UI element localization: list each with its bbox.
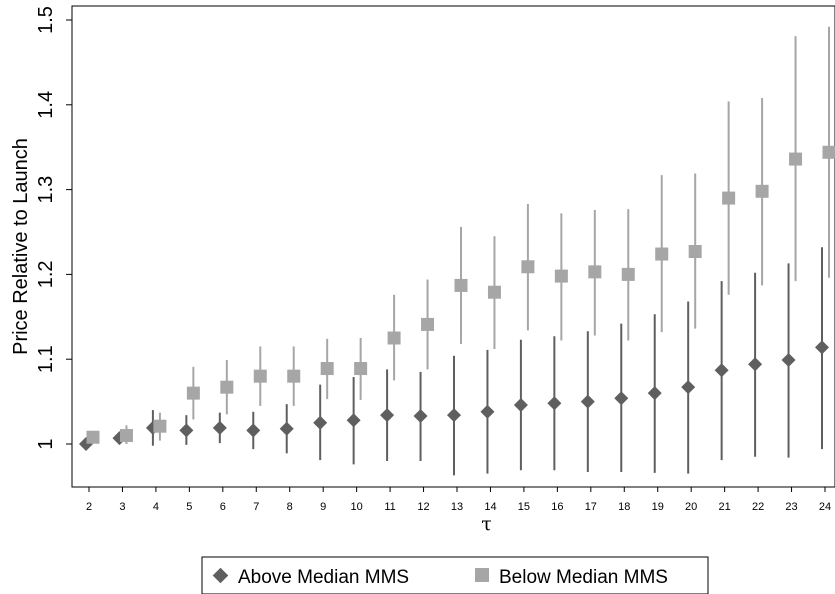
plot-frame [71, 5, 835, 488]
x-tick-label: 15 [518, 501, 530, 513]
y-tick-label: 1.5 [35, 6, 57, 34]
y-tick-label: 1.3 [35, 176, 57, 204]
y-tick-label: 1.4 [35, 91, 57, 119]
below-point [554, 269, 568, 283]
above-point [212, 420, 227, 435]
x-tick-label: 19 [652, 501, 664, 513]
above-point [480, 404, 495, 419]
x-tick-label: 2 [86, 501, 92, 513]
x-tick-label: 8 [287, 501, 293, 513]
x-tick-label: 10 [351, 501, 363, 513]
legend-box [201, 556, 709, 594]
above-point [313, 415, 328, 430]
below-point [521, 260, 535, 274]
below-point [186, 386, 200, 400]
below-point [320, 362, 334, 376]
x-tick-label: 22 [752, 501, 764, 513]
below-point [354, 362, 368, 376]
above-point [513, 397, 528, 412]
x-tick-label: 12 [417, 501, 429, 513]
x-tick-label: 21 [719, 501, 731, 513]
below-point [487, 285, 501, 299]
y-tick-label: 1 [35, 438, 57, 449]
y-tick-label: 1.2 [35, 260, 57, 288]
legend-square-marker [475, 568, 489, 582]
below-point [287, 369, 301, 383]
below-point [421, 317, 435, 331]
below-point [755, 184, 769, 198]
above-point [614, 391, 629, 406]
below-point [387, 331, 401, 345]
x-tick-label: 20 [685, 501, 697, 513]
above-point [580, 394, 595, 409]
below-point [119, 429, 133, 443]
x-tick-label: 18 [618, 501, 630, 513]
above-point [346, 413, 361, 428]
x-tick-label: 17 [585, 501, 597, 513]
x-tick-label: 6 [220, 501, 226, 513]
legend-item-below: Below Median MMS [475, 567, 668, 588]
x-tick-label: 14 [484, 501, 496, 513]
above-point [413, 409, 428, 424]
x-axis-title: τ [481, 513, 492, 535]
legend-label-above: Above Median MMS [238, 567, 409, 588]
below-point [688, 245, 702, 259]
x-tick-label: 11 [384, 501, 395, 513]
x-tick-label: 3 [119, 501, 125, 513]
below-point [153, 419, 167, 433]
above-point [246, 423, 261, 438]
below-point [220, 380, 234, 394]
above-point [681, 380, 696, 395]
x-tick-label: 13 [451, 501, 463, 513]
below-point [253, 369, 267, 383]
x-tick-label: 24 [819, 501, 831, 513]
above-point [279, 421, 294, 436]
below-point [722, 191, 736, 205]
x-tick-label: 16 [551, 501, 563, 513]
above-point [815, 340, 829, 355]
below-point [789, 152, 803, 166]
below-point [621, 267, 635, 281]
above-point [647, 386, 662, 401]
y-tick-label: 1.1 [35, 345, 57, 373]
above-point [781, 353, 796, 368]
x-tick-label: 23 [785, 501, 797, 513]
legend-item-above: Above Median MMS [212, 567, 409, 588]
x-tick-label: 9 [320, 501, 326, 513]
legend-label-below: Below Median MMS [499, 567, 668, 588]
x-tick-label: 5 [186, 501, 192, 513]
legend: Above Median MMS Below Median MMS [201, 556, 709, 594]
below-point [822, 145, 835, 159]
above-point [714, 363, 729, 378]
below-point [454, 278, 468, 292]
y-axis-title: Price Relative to Launch [10, 138, 32, 355]
below-point [655, 247, 669, 261]
x-tick-label: 7 [253, 501, 259, 513]
below-point [588, 265, 602, 279]
x-tick-label: 4 [153, 501, 159, 513]
above-point [748, 357, 763, 372]
legend-diamond-marker [212, 567, 229, 584]
above-point [447, 408, 461, 423]
above-point [380, 408, 395, 423]
below-point [86, 430, 100, 444]
above-point [179, 423, 194, 438]
plot-area: 11.11.21.31.41.52 3 4 5 6 7 8 9 10 11 12 13 14 15 16 17… [35, 5, 835, 513]
above-point [547, 396, 562, 411]
